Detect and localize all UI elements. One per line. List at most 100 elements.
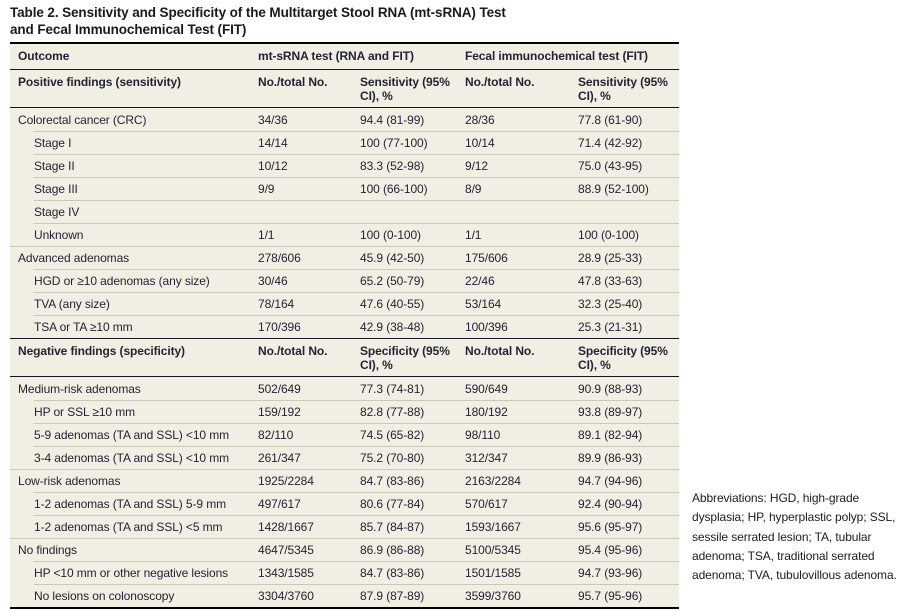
cell-fit-estimate: 89.9 (86-93) <box>578 451 643 465</box>
table-row: No lesions on colonoscopy 3304/3760 87.9 (… <box>10 584 679 607</box>
col-header-no-total: No./total No. <box>258 344 328 358</box>
cell-fit-estimate: 25.3 (21-31) <box>578 320 643 334</box>
row-label: 3-4 adenomas (TA and SSL) <10 mm <box>34 451 230 465</box>
cell-mtsrna-no-total: 1428/1667 <box>258 520 314 534</box>
cell-fit-estimate: 95.7 (95-96) <box>578 589 643 603</box>
cell-mtsrna-no-total: 34/36 <box>258 113 288 127</box>
row-label: 1-2 adenomas (TA and SSL) <5 mm <box>34 520 223 534</box>
col-header-no-total: No./total No. <box>258 75 328 89</box>
cell-mtsrna-estimate: 74.5 (65-82) <box>360 428 425 442</box>
table-title-line1: Table 2. Sensitivity and Specificity of … <box>10 5 506 20</box>
cell-mtsrna-estimate: 100 (0-100) <box>360 228 421 242</box>
cell-fit-estimate: 95.4 (95-96) <box>578 543 643 557</box>
row-label: HGD or ≥10 adenomas (any size) <box>34 274 210 288</box>
col-header-estimate: Specificity (95% CI), % <box>578 344 668 372</box>
mtsrna-group-header: mt-sRNA test (RNA and FIT) <box>258 49 414 63</box>
cell-fit-no-total: 5100/5345 <box>465 543 521 557</box>
cell-mtsrna-estimate: 82.8 (77-88) <box>360 405 425 419</box>
cell-mtsrna-estimate: 45.9 (42-50) <box>360 251 425 265</box>
cell-mtsrna-estimate: 100 (77-100) <box>360 136 428 150</box>
cell-fit-estimate: 75.0 (43-95) <box>578 159 643 173</box>
cell-mtsrna-estimate: 100 (66-100) <box>360 182 428 196</box>
cell-mtsrna-estimate: 87.9 (87-89) <box>360 589 425 603</box>
cell-fit-no-total: 175/606 <box>465 251 508 265</box>
table-row: Stage IV <box>10 200 679 223</box>
cell-fit-estimate: 94.7 (94-96) <box>578 474 643 488</box>
cell-fit-no-total: 22/46 <box>465 274 495 288</box>
cell-mtsrna-estimate: 84.7 (83-86) <box>360 566 425 580</box>
section-header-row: Positive findings (sensitivity) No./total… <box>10 70 679 108</box>
table-title: Table 2. Sensitivity and Specificity of … <box>10 4 610 38</box>
table-row: HP or SSL ≥10 mm 159/192 82.8 (77-88) 180/1… <box>10 400 679 423</box>
cell-mtsrna-no-total: 278/606 <box>258 251 301 265</box>
cell-mtsrna-no-total: 1343/1585 <box>258 566 314 580</box>
cell-mtsrna-no-total: 502/649 <box>258 382 301 396</box>
cell-fit-no-total: 53/164 <box>465 297 502 311</box>
cell-mtsrna-no-total: 170/396 <box>258 320 301 334</box>
table-row: TVA (any size) 78/164 47.6 (40-55) 53/164 32… <box>10 292 679 315</box>
cell-fit-no-total: 1/1 <box>465 228 482 242</box>
cell-fit-no-total: 8/9 <box>465 182 482 196</box>
row-label: No lesions on colonoscopy <box>34 589 175 603</box>
row-label: Stage II <box>34 159 75 173</box>
col-header-estimate: Specificity (95% CI), % <box>360 344 450 372</box>
table-row: 3-4 adenomas (TA and SSL) <10 mm 261/347 7… <box>10 446 679 469</box>
cell-fit-estimate: 90.9 (88-93) <box>578 382 643 396</box>
cell-mtsrna-estimate: 86.9 (86-88) <box>360 543 425 557</box>
section-header-row: Negative findings (specificity) No./total… <box>10 338 679 377</box>
cell-fit-no-total <box>465 200 578 209</box>
cell-fit-estimate: 94.7 (93-96) <box>578 566 643 580</box>
row-label: 1-2 adenomas (TA and SSL) 5-9 mm <box>34 497 226 511</box>
row-label: Stage IV <box>34 205 80 219</box>
table-row: Medium-risk adenomas 502/649 77.3 (74-81) 5… <box>10 377 679 400</box>
cell-mtsrna-no-total: 261/347 <box>258 451 301 465</box>
table-row: Stage III 9/9 100 (66-100) 8/9 88.9 (52-100) <box>10 177 679 200</box>
cell-fit-estimate: 93.8 (89-97) <box>578 405 643 419</box>
cell-mtsrna-no-total: 1925/2284 <box>258 474 314 488</box>
table-row: Advanced adenomas 278/606 45.9 (42-50) 175/… <box>10 246 679 269</box>
table-title-line2: and Fecal Immunochemical Test (FIT) <box>10 22 247 37</box>
cell-mtsrna-no-total: 10/12 <box>258 159 288 173</box>
outcome-column-header: Outcome <box>18 49 70 63</box>
cell-mtsrna-no-total <box>258 200 360 209</box>
cell-fit-estimate: 71.4 (42-92) <box>578 136 643 150</box>
table-row: 1-2 adenomas (TA and SSL) 5-9 mm 497/617 8… <box>10 492 679 515</box>
cell-fit-no-total: 1501/1585 <box>465 566 521 580</box>
section-header-label: Positive findings (sensitivity) <box>18 75 181 89</box>
row-label: 5-9 adenomas (TA and SSL) <10 mm <box>34 428 230 442</box>
cell-mtsrna-no-total: 3304/3760 <box>258 589 314 603</box>
row-label: Low-risk adenomas <box>18 474 121 488</box>
cell-mtsrna-no-total: 9/9 <box>258 182 275 196</box>
table-row: HGD or ≥10 adenomas (any size) 30/46 65.2 … <box>10 269 679 292</box>
cell-fit-no-total: 570/617 <box>465 497 508 511</box>
cell-mtsrna-no-total: 4647/5345 <box>258 543 314 557</box>
cell-mtsrna-estimate: 85.7 (84-87) <box>360 520 425 534</box>
cell-mtsrna-estimate: 75.2 (70-80) <box>360 451 425 465</box>
cell-fit-no-total: 98/110 <box>465 428 501 442</box>
cell-mtsrna-estimate: 77.3 (74-81) <box>360 382 425 396</box>
table-row: Low-risk adenomas 1925/2284 84.7 (83-86) 21… <box>10 469 679 492</box>
cell-fit-no-total: 28/36 <box>465 113 495 127</box>
cell-fit-estimate: 28.9 (25-33) <box>578 251 643 265</box>
row-label: TSA or TA ≥10 mm <box>34 320 133 334</box>
cell-fit-estimate: 77.8 (61-90) <box>578 113 643 127</box>
cell-mtsrna-estimate <box>360 200 465 209</box>
row-label: Medium-risk adenomas <box>18 382 141 396</box>
cell-fit-no-total: 180/192 <box>465 405 508 419</box>
row-label: Stage III <box>34 182 78 196</box>
cell-fit-no-total: 1593/1667 <box>465 520 521 534</box>
cell-fit-no-total: 2163/2284 <box>465 474 521 488</box>
row-label: HP or SSL ≥10 mm <box>34 405 136 419</box>
abbreviations-footnote: Abbreviations: HGD, high-grade dysplasia… <box>692 491 897 583</box>
cell-fit-no-total: 10/14 <box>465 136 495 150</box>
row-label: No findings <box>18 543 77 557</box>
col-header-no-total: No./total No. <box>465 75 535 89</box>
row-label: HP <10 mm or other negative lesions <box>34 566 229 580</box>
cell-fit-estimate: 88.9 (52-100) <box>578 182 649 196</box>
cell-mtsrna-estimate: 84.7 (83-86) <box>360 474 425 488</box>
table-row: No findings 4647/5345 86.9 (86-88) 5100/534… <box>10 538 679 561</box>
cell-mtsrna-estimate: 47.6 (40-55) <box>360 297 425 311</box>
table-row: Unknown 1/1 100 (0-100) 1/1 100 (0-100) <box>10 223 679 246</box>
cell-mtsrna-no-total: 82/110 <box>258 428 294 442</box>
